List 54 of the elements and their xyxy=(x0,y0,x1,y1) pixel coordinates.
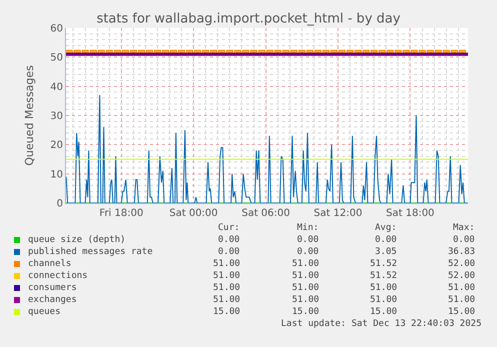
text: 51.00 xyxy=(370,283,398,293)
text: 52.00 xyxy=(448,259,476,269)
text: 0.00 xyxy=(218,235,240,245)
x-tick-label: Sat 06:00 xyxy=(242,208,290,219)
text: 0.00 xyxy=(297,235,319,245)
text: 0.00 xyxy=(218,247,240,257)
legend-label: queues xyxy=(28,307,61,317)
text: 0.00 xyxy=(297,247,319,257)
text: 51.00 xyxy=(213,271,240,281)
text: 51.52 xyxy=(370,271,398,281)
y-axis-title: Queued Messages xyxy=(22,64,36,166)
legend-label: connections xyxy=(28,271,88,281)
text: 15.00 xyxy=(292,307,320,317)
text: 51.00 xyxy=(448,295,476,305)
legend-label: consumers xyxy=(28,283,77,293)
text: 52.00 xyxy=(448,271,476,281)
y-tick-label: 60 xyxy=(50,24,63,34)
text: Max: xyxy=(453,223,475,233)
text: Min: xyxy=(297,223,319,233)
y-tick-label: 40 xyxy=(50,82,63,93)
x-tick-label: Sat 12:00 xyxy=(314,208,362,219)
y-tick-label: 50 xyxy=(50,52,63,64)
x-tick-label: Fri 18:00 xyxy=(99,208,144,219)
text: 51.00 xyxy=(448,283,476,293)
text: Cur: xyxy=(218,223,240,233)
text: 0.00 xyxy=(453,235,475,245)
text: 3.05 xyxy=(375,247,397,257)
text: 15.00 xyxy=(370,307,398,317)
text: Avg: xyxy=(375,223,397,233)
text: 0.00 xyxy=(375,235,397,245)
text: 51.00 xyxy=(292,295,320,305)
text: 51.00 xyxy=(370,295,398,305)
y-tick-label: 30 xyxy=(50,111,63,122)
legend-label: exchanges xyxy=(28,295,77,305)
legend-label: channels xyxy=(28,259,72,269)
legend-label: published messages rate xyxy=(28,247,153,257)
text: 51.00 xyxy=(213,283,240,293)
y-tick-label: 0 xyxy=(56,198,63,210)
x-tick-label: Sat 18:00 xyxy=(386,208,434,219)
chart-title: stats for wallabag.import.pocket_html - by day xyxy=(96,12,401,27)
text: 15.00 xyxy=(213,307,240,317)
y-tick-label: 20 xyxy=(50,140,63,152)
text: 51.00 xyxy=(213,259,240,269)
legend-label: queue size (depth) xyxy=(28,235,126,245)
text: Last update: Sat Dec 13 22:40:03 2025 xyxy=(281,319,482,329)
text: 51.00 xyxy=(213,295,240,305)
x-tick-label: Sat 00:00 xyxy=(169,208,218,219)
y-tick-label: 10 xyxy=(50,169,63,180)
text: 51.00 xyxy=(292,259,320,269)
text: 36.83 xyxy=(448,247,476,257)
text: 51.52 xyxy=(370,259,398,269)
text: 51.00 xyxy=(292,271,320,281)
text: 15.00 xyxy=(448,307,476,317)
text: 51.00 xyxy=(292,283,320,293)
